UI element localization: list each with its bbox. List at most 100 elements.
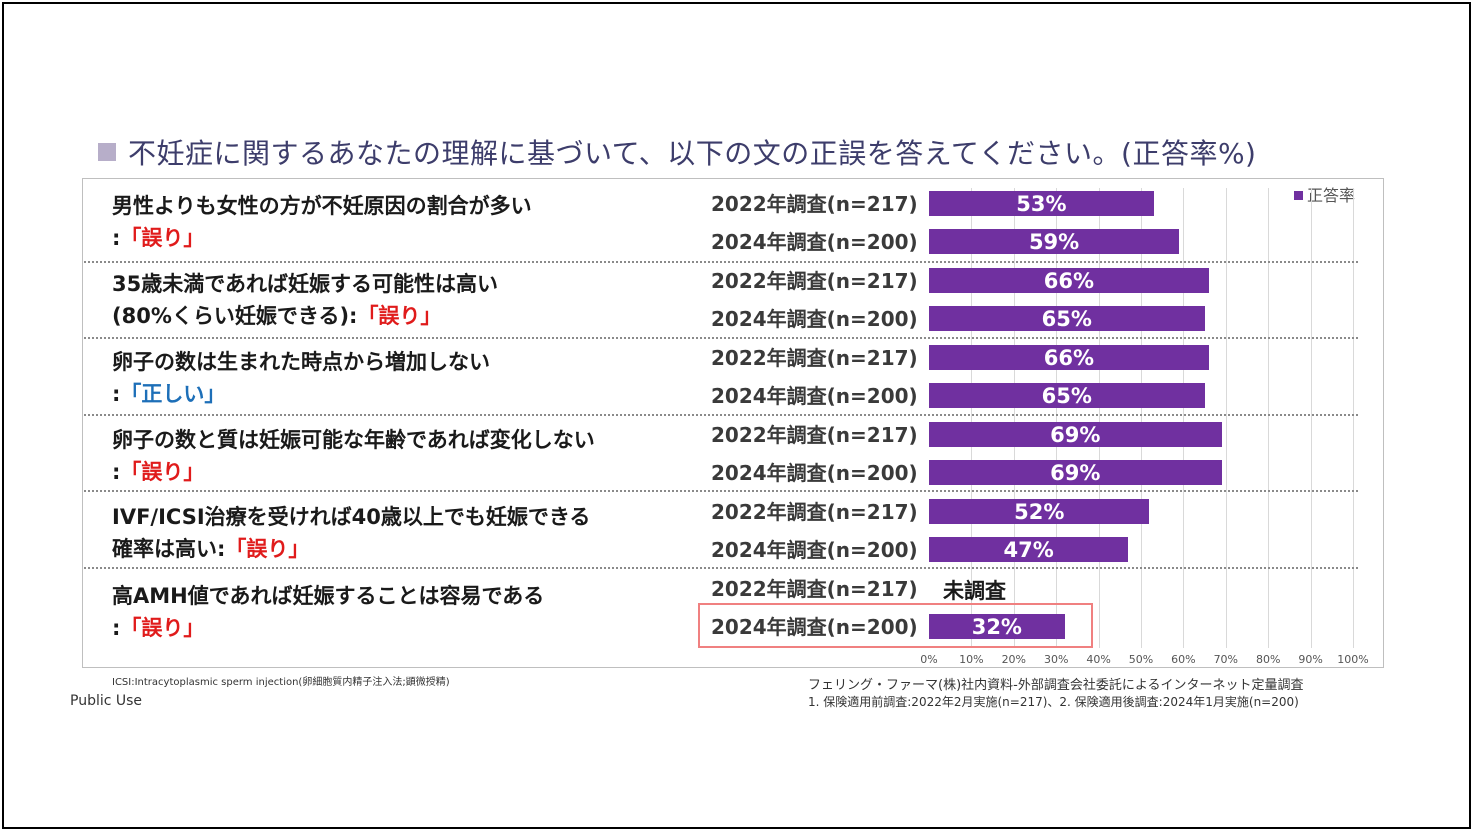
bar-value-label: 47% bbox=[1003, 538, 1054, 562]
x-tick-label: 40% bbox=[1086, 653, 1111, 666]
x-tick-label: 20% bbox=[1001, 653, 1027, 666]
bar bbox=[929, 229, 1180, 254]
bar-value-label: 52% bbox=[1014, 500, 1065, 524]
bar-value-label: 66% bbox=[1043, 346, 1095, 370]
answer-verdict: 「正しい」 bbox=[120, 382, 226, 406]
bar-value-label: 59% bbox=[1028, 230, 1080, 254]
x-tick-label: 70% bbox=[1213, 653, 1239, 666]
source-line-1: フェリング・ファーマ(株)社内資料-外部調査会社委託によるインターネット定量調査 bbox=[808, 678, 1304, 693]
chart-legend: 正答率 bbox=[1294, 182, 1355, 206]
question-answer-line: 確率は高い:「誤り」 bbox=[112, 533, 590, 565]
question-text: 35歳未満であれば妊娠する可能性は高い (80%くらい妊娠できる):「誤り」 bbox=[112, 268, 498, 332]
group-separator bbox=[84, 490, 1358, 492]
x-tick-label: 10% bbox=[959, 653, 984, 666]
x-tick-label: 50% bbox=[1128, 653, 1154, 666]
legend-label: 正答率 bbox=[1307, 186, 1356, 205]
question-text: 卵子の数と質は妊娠可能な年齢であれば変化しない:「誤り」 bbox=[112, 424, 595, 488]
survey-label: 2024年調査(n=200) bbox=[711, 615, 918, 639]
title-bullet-icon bbox=[98, 143, 116, 161]
answer-prefix: : bbox=[112, 616, 121, 640]
question-text: 男性よりも女性の方が不妊原因の割合が多い:「誤り」 bbox=[112, 190, 532, 254]
survey-label: 2022年調査(n=217) bbox=[711, 269, 918, 293]
group-separator bbox=[84, 261, 1358, 263]
x-tick-label: 90% bbox=[1298, 653, 1323, 666]
gridline bbox=[1225, 188, 1227, 648]
question-text: 高AMH値であれば妊娠することは容易である:「誤り」 bbox=[112, 580, 544, 644]
gridline bbox=[1183, 188, 1185, 648]
group-separator bbox=[84, 567, 1358, 569]
group-separator bbox=[84, 414, 1358, 416]
bar-value-label: 53% bbox=[1016, 192, 1067, 216]
bar-value-label: 69% bbox=[1050, 423, 1101, 447]
gridline bbox=[1310, 188, 1312, 648]
bar bbox=[929, 614, 1065, 639]
gridline bbox=[1353, 188, 1354, 648]
survey-label: 2024年調査(n=200) bbox=[711, 384, 918, 408]
answer-prefix: : bbox=[112, 382, 121, 406]
bar-value-label: 66% bbox=[1043, 269, 1095, 293]
x-tick-label: 30% bbox=[1043, 653, 1069, 666]
answer-prefix: 確率は高い: bbox=[112, 537, 226, 561]
gridline bbox=[1268, 188, 1270, 648]
question-line: 卵子の数は生まれた時点から増加しない bbox=[112, 350, 490, 374]
public-use-label: Public Use bbox=[70, 693, 143, 709]
question-answer-line: (80%くらい妊娠できる):「誤り」 bbox=[112, 300, 498, 332]
question-line: IVF/ICSI治療を受ければ40歳以上でも妊娠できる bbox=[112, 505, 591, 529]
gridline bbox=[1056, 188, 1058, 648]
source-line-2: 1. 保険適用前調査:2022年2月実施(n=217)、2. 保険適用後調査:2… bbox=[808, 695, 1299, 709]
answer-prefix: (80%くらい妊娠できる): bbox=[112, 304, 358, 328]
bar bbox=[929, 537, 1129, 562]
bar bbox=[929, 191, 1154, 216]
bar bbox=[929, 499, 1150, 524]
chart-panel bbox=[82, 178, 1384, 668]
bar-value-label: 32% bbox=[971, 615, 1022, 639]
bar-value-label: 65% bbox=[1041, 384, 1092, 408]
survey-label: 2022年調査(n=217) bbox=[711, 577, 918, 601]
chart-title: 不妊症に関するあなたの理解に基づいて、以下の文の正誤を答えてください。(正答率%… bbox=[98, 132, 1256, 172]
question-answer-line: :「正しい」 bbox=[112, 378, 490, 410]
question-answer-line: :「誤り」 bbox=[112, 456, 595, 488]
question-line: 卵子の数と質は妊娠可能な年齢であれば変化しない bbox=[112, 428, 595, 452]
x-tick-label: 100% bbox=[1337, 653, 1369, 666]
question-answer-line: :「誤り」 bbox=[112, 612, 544, 644]
bar bbox=[929, 422, 1222, 447]
not-surveyed-label: 未調査 bbox=[943, 579, 1006, 603]
survey-label: 2024年調査(n=200) bbox=[711, 461, 918, 485]
survey-label: 2022年調査(n=217) bbox=[711, 500, 918, 524]
survey-label: 2022年調査(n=217) bbox=[711, 346, 918, 370]
bar bbox=[929, 383, 1205, 408]
question-line: 高AMH値であれば妊娠することは容易である bbox=[112, 584, 545, 608]
gridline bbox=[1141, 188, 1142, 648]
question-text: 卵子の数は生まれた時点から増加しない:「正しい」 bbox=[112, 346, 490, 410]
highlight-box bbox=[698, 603, 1093, 648]
gridline bbox=[971, 188, 973, 648]
survey-label: 2024年調査(n=200) bbox=[711, 538, 918, 562]
bar bbox=[929, 268, 1209, 293]
question-answer-line: :「誤り」 bbox=[112, 222, 532, 254]
legend-swatch-icon bbox=[1294, 191, 1303, 200]
question-text: IVF/ICSI治療を受ければ40歳以上でも妊娠できる 確率は高い:「誤り」 bbox=[112, 501, 590, 565]
bar bbox=[929, 306, 1205, 331]
answer-verdict: 「誤り」 bbox=[225, 537, 310, 561]
answer-verdict: 「誤り」 bbox=[120, 226, 205, 250]
gridline bbox=[1098, 188, 1100, 648]
question-line: 男性よりも女性の方が不妊原因の割合が多い bbox=[112, 194, 532, 218]
group-separator bbox=[84, 337, 1358, 339]
question-line: 35歳未満であれば妊娠する可能性は高い bbox=[112, 272, 499, 296]
answer-prefix: : bbox=[112, 460, 121, 484]
answer-verdict: 「誤り」 bbox=[357, 304, 442, 328]
survey-label: 2022年調査(n=217) bbox=[711, 192, 918, 216]
bar-value-label: 69% bbox=[1050, 461, 1101, 485]
answer-prefix: : bbox=[112, 226, 121, 250]
survey-label: 2024年調査(n=200) bbox=[711, 307, 918, 331]
x-tick-label: 0% bbox=[920, 653, 938, 666]
chart-title-text: 不妊症に関するあなたの理解に基づいて、以下の文の正誤を答えてください。(正答率%… bbox=[128, 137, 1257, 170]
survey-label: 2022年調査(n=217) bbox=[711, 423, 918, 447]
answer-verdict: 「誤り」 bbox=[120, 460, 205, 484]
survey-label: 2024年調査(n=200) bbox=[711, 230, 918, 254]
x-tick-label: 80% bbox=[1255, 653, 1281, 666]
answer-verdict: 「誤り」 bbox=[120, 616, 205, 640]
bar-value-label: 65% bbox=[1041, 307, 1092, 331]
x-tick-label: 60% bbox=[1171, 653, 1196, 666]
